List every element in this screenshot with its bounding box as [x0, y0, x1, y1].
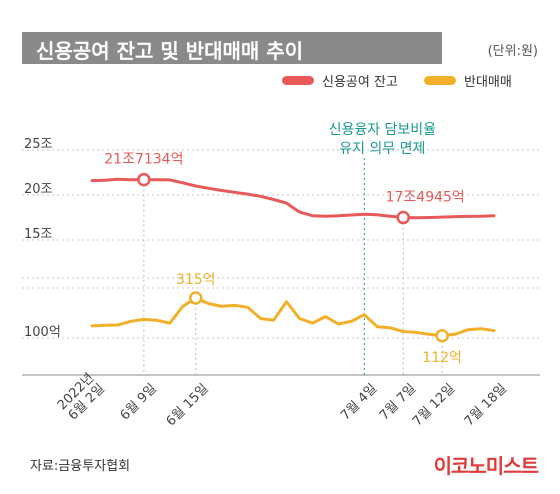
highlight-label: 21조7134억 [104, 152, 183, 168]
y-tick-label: 15조 [24, 227, 53, 242]
highlight-marker [188, 291, 203, 305]
y-tick-label: 20조 [24, 182, 53, 197]
x-tick-label-line: 7월 12일 [410, 381, 458, 429]
annotation-line2: 유지 의무 면제 [339, 141, 425, 157]
y-tick-label: 100억 [24, 325, 61, 340]
highlight-label: 112억 [422, 350, 462, 366]
legend-item-credit: 신용공여 잔고 [282, 70, 398, 90]
x-tick-label: 7월 18일 [462, 381, 510, 429]
legend-swatch-forced [424, 75, 456, 85]
x-tick-label: 7월 4일 [338, 381, 380, 423]
annotation-line1: 신용융자 담보비율 [329, 122, 437, 138]
highlight-marker [137, 172, 151, 187]
highlight-marker [435, 329, 449, 343]
legend: 신용공여 잔고 반대매매 [282, 70, 544, 92]
title-bar [22, 32, 442, 64]
highlight-label: 315억 [176, 272, 216, 288]
y-tick-label: 25조 [24, 137, 53, 152]
legend-item-forced: 반대매매 [424, 70, 512, 90]
legend-swatch-credit [282, 75, 314, 85]
chart-title: 신용공여 잔고 및 반대매매 추이 [36, 39, 304, 63]
brand-logo: 이코노미스트 [433, 454, 539, 478]
legend-label-credit: 신용공여 잔고 [322, 74, 398, 90]
x-tick-label: 6월 15일 [164, 381, 212, 429]
x-tick-label: 7월 12일 [410, 381, 458, 429]
source-note: 자료:금융투자협회 [30, 459, 131, 474]
x-tick-label-line: 7월 4일 [338, 381, 380, 423]
series-line-1 [90, 296, 496, 338]
x-tick-label-line: 6월 9일 [118, 381, 160, 423]
x-tick-label-line: 7월 18일 [462, 381, 510, 429]
x-tick-label: 6월 9일 [118, 381, 160, 423]
unit-label: (단위:원) [487, 44, 538, 59]
highlight-label: 17조4945억 [386, 190, 465, 206]
x-tick-label-line: 6월 15일 [164, 381, 212, 429]
highlight-marker [396, 210, 410, 225]
legend-label-forced: 반대매매 [464, 74, 512, 90]
series-line-0 [90, 177, 496, 220]
